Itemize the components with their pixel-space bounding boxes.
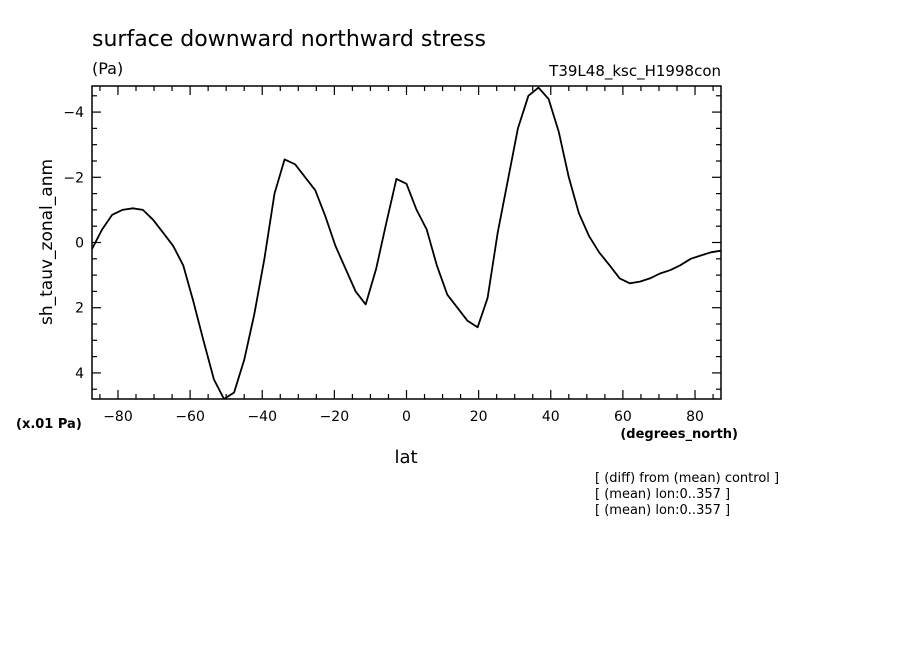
plot-frame [91, 85, 722, 400]
x-tick-label: 40 [542, 409, 560, 425]
note-line-3: [ (mean) lon:0..357 ] [595, 503, 730, 518]
y-scale-note: (x.01 Pa) [16, 417, 82, 432]
y-tick-label: 4 [75, 366, 84, 382]
y-tick-label: 0 [75, 236, 84, 252]
x-tick-label: 20 [470, 409, 488, 425]
y-tick-label: −2 [63, 170, 84, 186]
x-tick-label: 60 [614, 409, 632, 425]
x-axis-label: lat [394, 447, 417, 468]
note-line-2: [ (mean) lon:0..357 ] [595, 487, 730, 502]
x-tick-label: −40 [247, 409, 277, 425]
tick-marks [92, 86, 721, 399]
y-tick-labels: −4 −2 0 2 4 [63, 105, 84, 382]
y-axis-label: sh_tauv_zonal_anm [37, 159, 57, 325]
x-units-label: (degrees_north) [620, 427, 738, 442]
series-line [92, 86, 721, 399]
y-tick-label: −4 [63, 105, 84, 121]
x-tick-label: −20 [320, 409, 350, 425]
x-tick-label: 0 [402, 409, 411, 425]
x-tick-label: 80 [686, 409, 704, 425]
experiment-label: T39L48_ksc_H1998con [548, 62, 721, 81]
note-line-1: [ (diff) from (mean) control ] [595, 471, 779, 486]
x-tick-labels: −80 −60 −40 −20 0 20 40 60 80 [103, 409, 704, 425]
x-tick-label: −80 [103, 409, 133, 425]
chart-title: surface downward northward stress [92, 27, 486, 52]
units-label: (Pa) [92, 59, 123, 78]
x-tick-label: −60 [175, 409, 205, 425]
y-tick-label: 2 [75, 301, 84, 317]
